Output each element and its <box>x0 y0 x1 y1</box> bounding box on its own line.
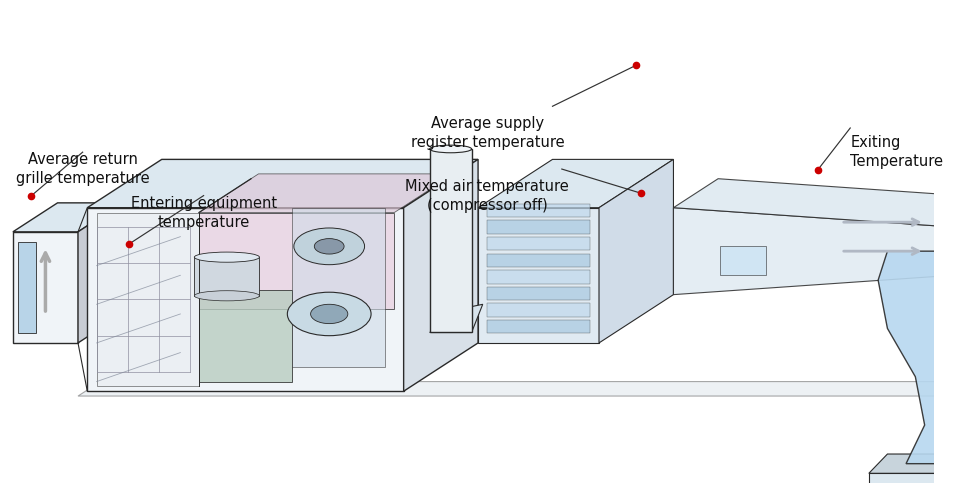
Polygon shape <box>674 208 952 295</box>
Polygon shape <box>488 286 589 300</box>
Polygon shape <box>199 174 454 213</box>
Polygon shape <box>599 159 674 343</box>
Polygon shape <box>478 208 599 343</box>
Polygon shape <box>488 237 589 251</box>
Polygon shape <box>488 320 589 333</box>
Polygon shape <box>869 454 960 473</box>
Polygon shape <box>488 220 589 234</box>
Circle shape <box>294 228 365 265</box>
Text: Average supply
register temperature: Average supply register temperature <box>411 116 564 150</box>
Text: Average return
grille temperature: Average return grille temperature <box>16 152 150 186</box>
Polygon shape <box>488 204 589 217</box>
Polygon shape <box>12 232 78 343</box>
Text: Exiting
Temperature: Exiting Temperature <box>851 135 944 170</box>
Ellipse shape <box>194 291 259 301</box>
Polygon shape <box>430 149 471 332</box>
Polygon shape <box>878 251 960 464</box>
Polygon shape <box>403 159 478 391</box>
Circle shape <box>287 292 372 336</box>
Polygon shape <box>12 203 123 232</box>
Circle shape <box>314 239 344 254</box>
Text: Mixed air temperature
(compressor off): Mixed air temperature (compressor off) <box>405 179 569 213</box>
Polygon shape <box>488 270 589 284</box>
Polygon shape <box>194 257 259 296</box>
Polygon shape <box>488 254 589 267</box>
Polygon shape <box>952 198 960 275</box>
Polygon shape <box>17 242 36 333</box>
Polygon shape <box>869 473 960 483</box>
Polygon shape <box>199 290 292 382</box>
Text: Entering equipment
temperature: Entering equipment temperature <box>131 196 276 230</box>
Polygon shape <box>478 159 674 208</box>
Polygon shape <box>78 203 123 343</box>
Polygon shape <box>199 213 395 309</box>
Polygon shape <box>488 303 589 317</box>
Polygon shape <box>292 208 385 367</box>
Polygon shape <box>78 382 960 396</box>
Circle shape <box>311 304 348 324</box>
Polygon shape <box>97 213 199 386</box>
Polygon shape <box>674 179 960 227</box>
Ellipse shape <box>430 145 471 153</box>
Ellipse shape <box>194 252 259 262</box>
Polygon shape <box>720 246 766 275</box>
Polygon shape <box>430 304 483 332</box>
Polygon shape <box>87 159 478 208</box>
Polygon shape <box>87 208 403 391</box>
